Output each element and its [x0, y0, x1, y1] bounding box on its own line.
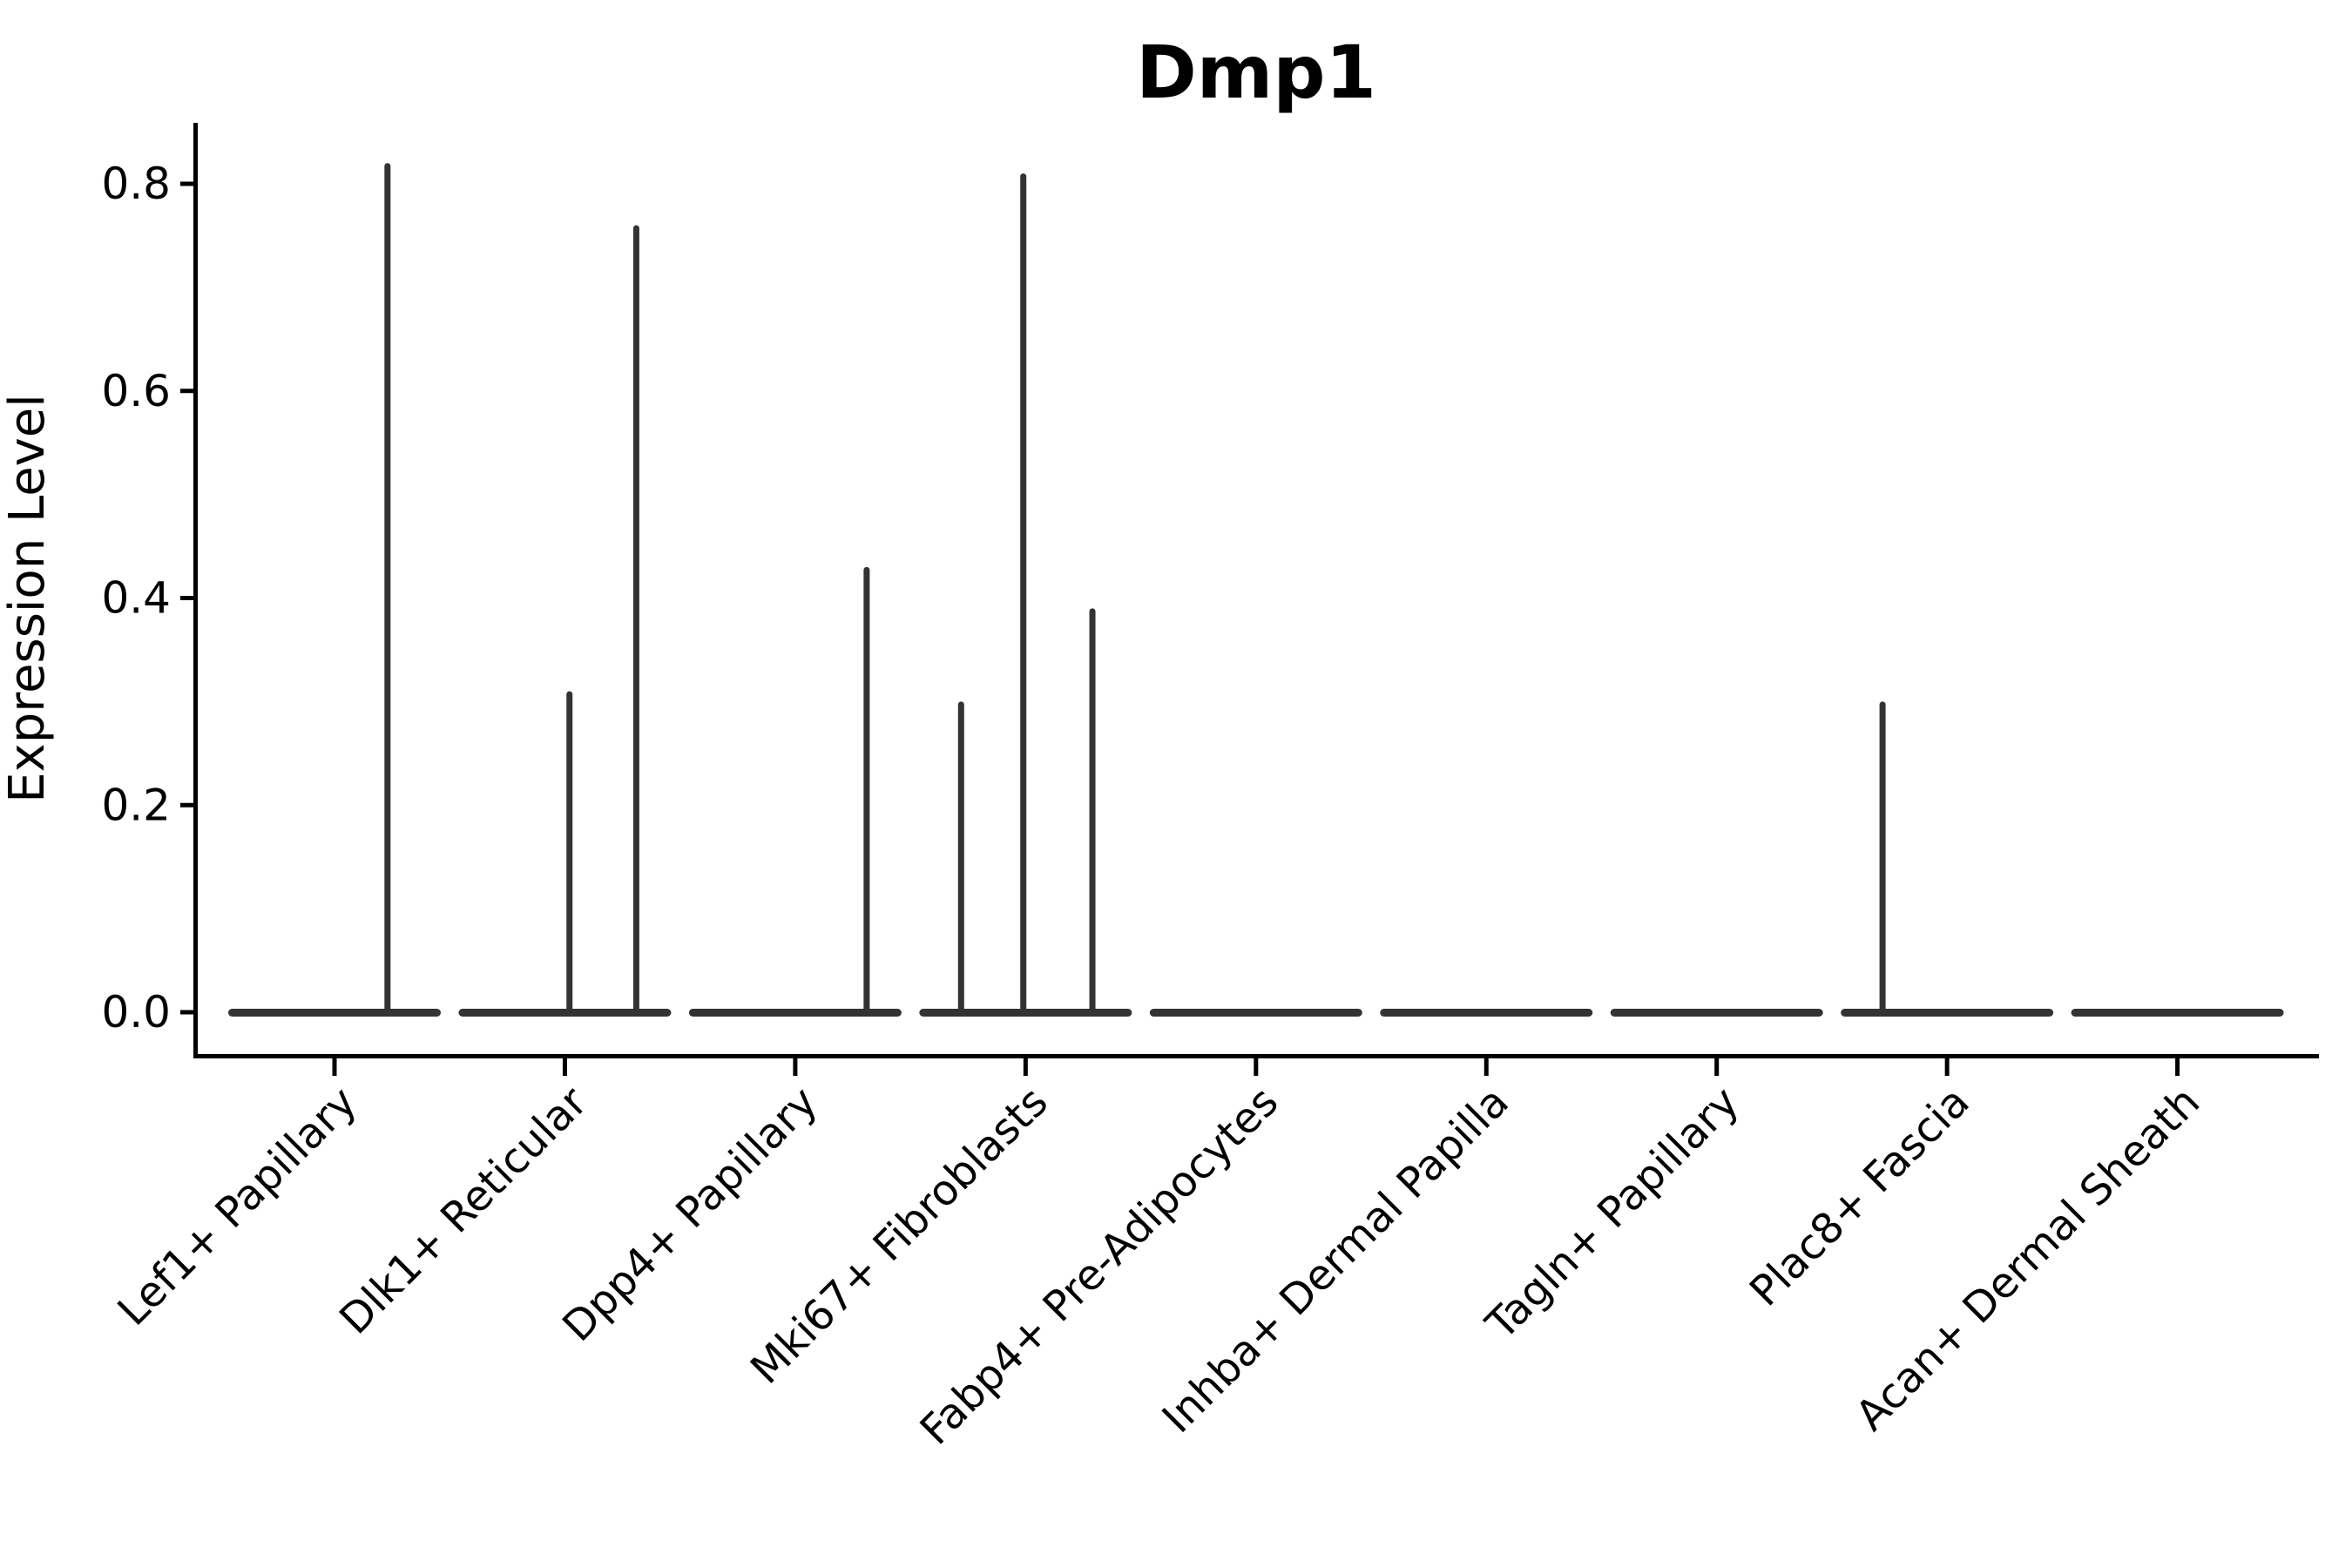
y-tick-label: 0.2 [101, 780, 171, 830]
chart-title: Dmp1 [1136, 30, 1376, 115]
x-tick [1944, 1058, 1950, 1076]
violin-body [1380, 1009, 1593, 1017]
violin-spike [863, 566, 870, 1015]
x-tick [2175, 1058, 2180, 1076]
violin-spike [957, 701, 964, 1015]
x-tick [1484, 1058, 1489, 1076]
violin-body [2071, 1009, 2284, 1017]
x-category-label: Dlk1+ Reticular [330, 1078, 597, 1344]
y-tick [180, 802, 193, 808]
violin-spike [1020, 173, 1027, 1016]
violin-body [688, 1009, 902, 1017]
violin-body [458, 1009, 672, 1017]
axes-layer [180, 123, 2319, 1076]
violin-body [228, 1009, 441, 1017]
y-tick-label: 0.8 [101, 159, 171, 209]
y-tick [180, 181, 193, 186]
x-tick [562, 1058, 567, 1076]
x-category-label: Dpp4+ Papillary [553, 1078, 827, 1351]
y-tick-label: 0.0 [101, 987, 171, 1037]
x-tick [1714, 1058, 1720, 1076]
violin-body [1841, 1009, 2054, 1017]
violin-spike [384, 163, 391, 1016]
violin-body [1610, 1009, 1823, 1017]
x-tick [1254, 1058, 1259, 1076]
y-tick [180, 596, 193, 600]
violin-spike [632, 225, 639, 1015]
x-category-label: Tagln+ Papillary [1477, 1078, 1748, 1349]
y-tick [180, 389, 193, 394]
x-axis-spine [193, 1054, 2319, 1058]
violin-spike [1879, 701, 1886, 1015]
y-tick-label: 0.6 [101, 366, 171, 416]
y-axis-label: Expression Level [0, 394, 56, 803]
violins-layer [228, 163, 2284, 1017]
x-tick [332, 1058, 337, 1076]
y-axis-spine [193, 123, 198, 1058]
violin-body [1149, 1009, 1362, 1017]
violin-spike [1089, 608, 1096, 1015]
y-tick [180, 1010, 193, 1015]
y-tick-label: 0.4 [101, 573, 171, 624]
x-tick [1023, 1058, 1028, 1076]
x-category-label: Plac8+ Fascia [1740, 1078, 1979, 1316]
x-category-label: Lef1+ Papillary [109, 1078, 367, 1335]
violin-spike [566, 691, 573, 1015]
x-tick [793, 1058, 798, 1076]
